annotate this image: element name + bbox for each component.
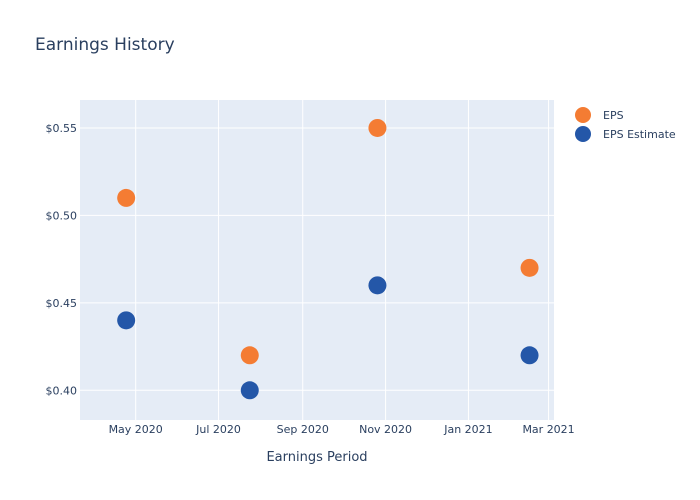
plot-area <box>80 100 554 420</box>
x-axis-title: Earnings Period <box>266 450 367 465</box>
y-tick-label: $0.40 <box>46 384 78 397</box>
eps-estimate-point <box>368 276 387 295</box>
chart-title: Earnings History <box>35 35 175 55</box>
data-points <box>117 118 539 400</box>
y-tick-label: $0.45 <box>46 297 78 310</box>
x-tick-label: Jul 2020 <box>195 423 241 436</box>
legend[interactable]: EPS EPS Estimate <box>575 107 676 142</box>
x-tick-label: May 2020 <box>109 423 163 436</box>
x-tick-label: Nov 2020 <box>359 423 412 436</box>
x-tick-label: Mar 2021 <box>522 423 574 436</box>
y-tick-label: $0.50 <box>46 209 78 222</box>
eps-point <box>240 346 259 365</box>
eps-point <box>117 188 136 207</box>
legend-label-eps-estimate[interactable]: EPS Estimate <box>603 128 676 141</box>
eps-point <box>368 118 387 137</box>
y-tick-label: $0.55 <box>46 122 78 135</box>
legend-marker-eps-estimate[interactable] <box>575 126 591 142</box>
eps-point <box>520 258 539 277</box>
eps-estimate-point <box>520 346 539 365</box>
x-axis-ticks: May 2020 Jul 2020 Sep 2020 Nov 2020 Jan 2021… <box>109 423 575 436</box>
x-tick-label: Sep 2020 <box>277 423 329 436</box>
x-tick-label: Jan 2021 <box>443 423 492 436</box>
eps-estimate-point <box>117 311 136 330</box>
legend-marker-eps[interactable] <box>575 107 591 123</box>
legend-label-eps[interactable]: EPS <box>603 109 624 122</box>
y-axis-ticks: $0.40 $0.45 $0.50 $0.55 <box>46 122 78 397</box>
gridlines <box>80 100 554 420</box>
eps-estimate-point <box>240 381 259 400</box>
